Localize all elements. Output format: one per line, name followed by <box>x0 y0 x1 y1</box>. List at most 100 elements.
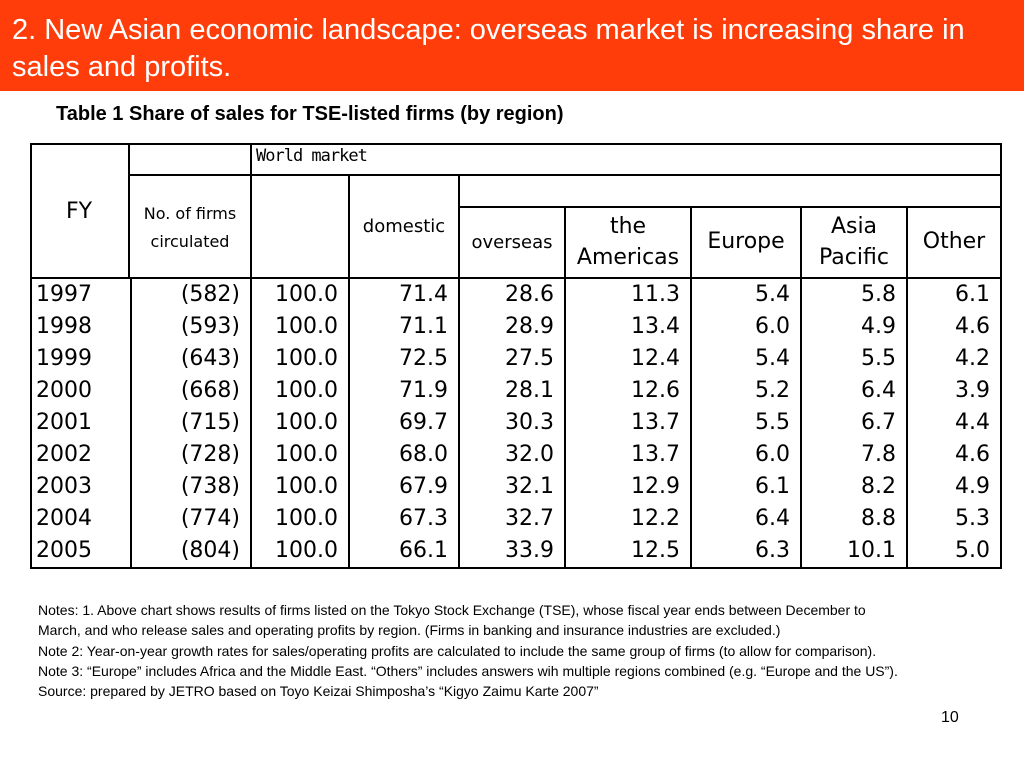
page-number: 10 <box>941 709 959 726</box>
cell-asia-pacific: 5.8 <box>800 278 908 311</box>
table-row: 1997 (582) 100.0 71.4 28.6 11.3 5.4 5.8 6.1 <box>30 278 1003 311</box>
notes-section: Notes: 1. Above chart shows results of f… <box>38 600 898 701</box>
table-row: 2002 (728) 100.0 68.0 32.0 13.7 6.0 7.8 4.6 <box>30 439 1003 471</box>
cell-overseas: 28.1 <box>458 375 566 407</box>
header-americas: the Americas <box>564 206 692 279</box>
slide-title: 2. New Asian economic landscape: oversea… <box>12 14 965 83</box>
table-row: 2005 (804) 100.0 66.1 33.9 12.5 6.3 10.1 5.0 <box>30 535 1003 569</box>
header-world-market-total <box>250 174 350 279</box>
header-domestic: domestic <box>348 174 460 279</box>
cell-other: 4.2 <box>905 343 1003 375</box>
cell-asia-pacific: 8.2 <box>800 471 908 503</box>
cell-num-firms: (668) <box>130 375 252 407</box>
cell-num-firms: (774) <box>130 503 252 535</box>
table-row: 2004 (774) 100.0 67.3 32.7 12.2 6.4 8.8 5.3 <box>30 503 1003 535</box>
cell-americas: 12.5 <box>564 535 692 569</box>
cell-other: 5.3 <box>905 503 1003 535</box>
cell-americas: 12.9 <box>564 471 692 503</box>
cell-world-market: 100.0 <box>250 503 350 535</box>
cell-fy: 2000 <box>30 375 132 407</box>
cell-overseas: 32.0 <box>458 439 566 471</box>
cell-overseas: 30.3 <box>458 407 566 439</box>
table-row: 2001 (715) 100.0 69.7 30.3 13.7 5.5 6.7 4.4 <box>30 407 1003 439</box>
cell-domestic: 71.4 <box>348 278 460 311</box>
header-fy: FY <box>30 143 130 279</box>
cell-fy: 2004 <box>30 503 132 535</box>
cell-fy: 1998 <box>30 311 132 343</box>
cell-americas: 12.6 <box>564 375 692 407</box>
note-1: Notes: 1. Above chart shows results of f… <box>38 602 866 639</box>
cell-asia-pacific: 5.5 <box>800 343 908 375</box>
cell-overseas: 32.7 <box>458 503 566 535</box>
header-fy-cells: FY No. of firms circulated <box>30 143 250 279</box>
cell-americas: 11.3 <box>564 278 692 311</box>
cell-asia-pacific: 8.8 <box>800 503 908 535</box>
note-3: Note 3: “Europe” includes Africa and the… <box>38 662 898 679</box>
header-num-firms: No. of firms circulated <box>130 174 250 279</box>
cell-domestic: 67.9 <box>348 471 460 503</box>
source-note: Source: prepared by JETRO based on Toyo … <box>38 683 599 700</box>
cell-domestic: 66.1 <box>348 535 460 569</box>
cell-fy: 2003 <box>30 471 132 503</box>
cell-fy: 2001 <box>30 407 132 439</box>
cell-num-firms: (593) <box>130 311 252 343</box>
cell-domestic: 68.0 <box>348 439 460 471</box>
cell-world-market: 100.0 <box>250 343 350 375</box>
cell-europe: 6.4 <box>690 503 802 535</box>
note-2: Note 2: Year-on-year growth rates for sa… <box>38 642 877 659</box>
cell-overseas: 32.1 <box>458 471 566 503</box>
cell-num-firms: (715) <box>130 407 252 439</box>
table-row: 2000 (668) 100.0 71.9 28.1 12.6 5.2 6.4 3.9 <box>30 375 1003 407</box>
cell-domestic: 71.1 <box>348 311 460 343</box>
cell-asia-pacific: 4.9 <box>800 311 908 343</box>
cell-europe: 6.0 <box>690 311 802 343</box>
cell-fy: 2005 <box>30 535 132 569</box>
cell-fy: 2002 <box>30 439 132 471</box>
header-overseas: overseas <box>458 206 566 279</box>
cell-num-firms: (738) <box>130 471 252 503</box>
cell-europe: 5.2 <box>690 375 802 407</box>
cell-americas: 12.2 <box>564 503 692 535</box>
cell-europe: 6.1 <box>690 471 802 503</box>
header-overseas-group <box>457 174 1003 208</box>
table-row: 2003 (738) 100.0 67.9 32.1 12.9 6.1 8.2 4.9 <box>30 471 1003 503</box>
cell-europe: 5.4 <box>690 278 802 311</box>
sales-share-table: World market domestic overseas the Ameri… <box>30 143 1003 569</box>
cell-asia-pacific: 7.8 <box>800 439 908 471</box>
cell-europe: 5.4 <box>690 343 802 375</box>
header-other: Other <box>905 206 1003 279</box>
cell-world-market: 100.0 <box>250 278 350 311</box>
cell-world-market: 100.0 <box>250 535 350 569</box>
cell-other: 4.9 <box>905 471 1003 503</box>
cell-europe: 6.3 <box>690 535 802 569</box>
table-caption: Table 1 Share of sales for TSE-listed fi… <box>56 103 564 125</box>
cell-num-firms: (582) <box>130 278 252 311</box>
table-body: 1997 (582) 100.0 71.4 28.6 11.3 5.4 5.8 6.1 1998(… <box>30 278 1003 569</box>
table-row: 1998 (593) 100.0 71.1 28.9 13.4 6.0 4.9 4.6 <box>30 311 1003 343</box>
cell-world-market: 100.0 <box>250 375 350 407</box>
cell-fy: 1999 <box>30 343 132 375</box>
cell-domestic: 72.5 <box>348 343 460 375</box>
cell-world-market: 100.0 <box>250 311 350 343</box>
cell-asia-pacific: 6.4 <box>800 375 908 407</box>
cell-europe: 6.0 <box>690 439 802 471</box>
cell-americas: 13.7 <box>564 407 692 439</box>
header-asia-pacific: Asia Pacific <box>800 206 908 279</box>
cell-other: 5.0 <box>905 535 1003 569</box>
title-bar: 2. New Asian economic landscape: oversea… <box>0 0 1024 91</box>
cell-fy: 1997 <box>30 278 132 311</box>
cell-num-firms: (643) <box>130 343 252 375</box>
cell-other: 4.4 <box>905 407 1003 439</box>
cell-domestic: 69.7 <box>348 407 460 439</box>
cell-other: 3.9 <box>905 375 1003 407</box>
cell-overseas: 28.9 <box>458 311 566 343</box>
cell-europe: 5.5 <box>690 407 802 439</box>
cell-americas: 13.7 <box>564 439 692 471</box>
cell-other: 4.6 <box>905 311 1003 343</box>
cell-num-firms: (728) <box>130 439 252 471</box>
cell-other: 6.1 <box>905 278 1003 311</box>
cell-world-market: 100.0 <box>250 407 350 439</box>
cell-overseas: 27.5 <box>458 343 566 375</box>
cell-asia-pacific: 6.7 <box>800 407 908 439</box>
cell-americas: 13.4 <box>564 311 692 343</box>
